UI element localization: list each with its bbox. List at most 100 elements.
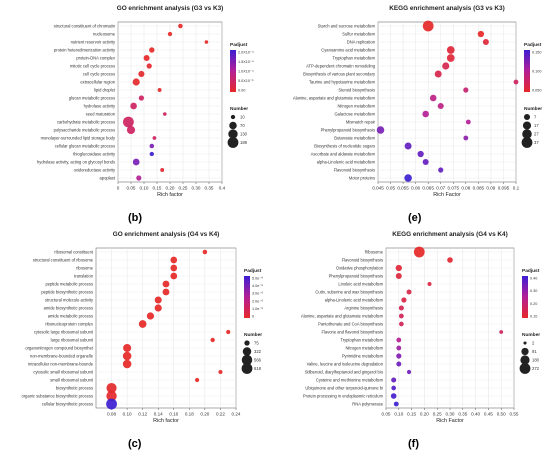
- data-point: [160, 168, 165, 172]
- data-point: [396, 345, 402, 351]
- legend-colorbar: [230, 50, 236, 92]
- category-label: Steroid biosynthesis: [338, 88, 375, 93]
- category-label: Ubiquinone and other terpenoid-quinone b…: [305, 386, 383, 391]
- category-label: nucleosome: [93, 32, 116, 37]
- x-axis-label: Rich Factor: [433, 192, 461, 198]
- category-label: Biosynthesis of various plant secondary: [303, 72, 376, 77]
- data-point: [413, 246, 425, 258]
- x-tick-label: 0.085: [473, 186, 485, 191]
- data-point: [162, 288, 170, 296]
- data-point: [434, 70, 442, 78]
- plot-frame: [95, 247, 237, 409]
- x-tick-label: 0.30: [192, 186, 201, 191]
- data-point: [406, 369, 412, 375]
- data-point: [136, 175, 142, 181]
- legend-colorbar: [522, 276, 528, 318]
- data-point: [178, 23, 183, 29]
- category-label: Valine, leucine and isoleucine degradati…: [307, 362, 384, 367]
- data-point: [152, 136, 157, 140]
- category-label: organonitrogen compound biosynthet: [25, 346, 93, 351]
- x-tick-label: 0.10: [123, 412, 132, 417]
- x-tick-label: 0.07: [436, 186, 445, 191]
- x-tick-label: 0.20: [420, 412, 429, 417]
- category-label: Mismatch repair: [346, 120, 376, 125]
- legend-size-label: 130: [240, 132, 248, 137]
- legend-size-marker: [522, 129, 532, 139]
- data-point: [465, 119, 471, 125]
- chart-title: GO enrichment analysis (G4 vs K4): [113, 231, 220, 238]
- x-tick-label: 0.20: [166, 186, 175, 191]
- category-label: nutrient reservoir activity: [71, 40, 116, 45]
- x-tick-label: 0.08: [107, 412, 116, 417]
- data-point: [154, 296, 162, 304]
- category-label: Arginine biosynthesis: [344, 306, 383, 311]
- legend-color-label: 0.150: [532, 51, 542, 55]
- x-axis-label: Rich factor: [153, 418, 179, 424]
- panel-kegg-g4-k4: KEGG enrichment analysis (G4 vs K4) 0.05 0…: [278, 226, 550, 441]
- legend-colorbar: [244, 276, 250, 318]
- x-tick-label: 0.50: [497, 412, 506, 417]
- data-point: [218, 369, 223, 375]
- category-label: cytosolic large ribosomal subunit: [34, 330, 94, 335]
- data-point: [162, 112, 167, 116]
- data-point: [398, 313, 404, 319]
- category-label: large ribosomal subunit: [51, 338, 94, 343]
- legend-size-label: 75: [254, 341, 259, 346]
- category-label: Cyanoamino acid metabolism: [321, 48, 375, 53]
- category-label: mitotic cell cycle process: [70, 64, 115, 69]
- data-point: [393, 401, 399, 407]
- category-label: oxidoreductase activity: [74, 168, 116, 173]
- data-point: [438, 167, 444, 173]
- category-label: lipid droplet: [94, 88, 116, 93]
- category-label: thioglucosidase activity: [73, 152, 116, 157]
- data-point: [463, 87, 469, 93]
- data-point: [482, 38, 489, 46]
- legend-size-marker: [523, 341, 527, 345]
- category-label: hydrolase activity: [84, 104, 116, 109]
- category-label: cytosolic small ribosomal subunit: [33, 370, 93, 375]
- legend-color-label: 1.0X10⁻⁴: [238, 70, 254, 74]
- kegg-g4-k4-chart: KEGG enrichment analysis (G4 vs K4)0.05 0…: [301, 231, 540, 424]
- x-tick-label: 0.10: [140, 186, 149, 191]
- x-axis-label: Rich Factor: [436, 418, 464, 424]
- legend-size-marker: [521, 137, 533, 148]
- legend-size-label: 618: [254, 366, 262, 371]
- data-point: [202, 249, 208, 255]
- x-tick-label: 0.18: [185, 412, 194, 417]
- category-label: Taurine and hypotaurine metabolism: [309, 80, 376, 85]
- category-label: Alanine, aspartate and glutamate metabol…: [301, 314, 384, 319]
- legend-size-marker: [242, 347, 252, 356]
- data-point: [422, 20, 434, 32]
- data-point: [406, 289, 412, 295]
- category-label: Cysteine and methionine metabolism: [316, 378, 384, 383]
- legend-color-label: 4.0e⁻⁸: [252, 284, 263, 288]
- data-point: [442, 62, 450, 70]
- chart-title: KEGG enrichment analysis (G3 vs K3): [389, 5, 504, 12]
- legend-color-label: 0.100: [532, 70, 542, 74]
- legend-size-label: 2: [532, 341, 535, 346]
- legend-size-marker: [229, 121, 237, 130]
- category-label: Ascorbate and aldarate metabolism: [311, 152, 376, 157]
- category-label: peptide metabolic process: [45, 282, 93, 287]
- x-tick-label: 0.16: [169, 412, 178, 417]
- legend-color-label: 1.0e⁻⁸: [252, 307, 263, 311]
- data-point: [106, 398, 117, 410]
- data-point: [170, 264, 178, 272]
- data-point: [126, 125, 136, 135]
- data-point: [376, 126, 385, 134]
- data-point: [427, 281, 432, 287]
- legend-size-label: 17: [534, 123, 539, 128]
- category-label: intracellular non-membrane-bounde: [28, 362, 94, 367]
- category-label: amide metabolic process: [48, 314, 93, 319]
- category-label: Alanine, aspartate and glutamate metabol…: [293, 96, 376, 101]
- legend-colorbar: [524, 50, 530, 92]
- category-label: Biosynthesis of nucleotide sugars: [314, 144, 375, 149]
- category-label: organic substance biosynthetic process: [22, 394, 93, 399]
- legend-size-label: 37: [534, 140, 539, 145]
- data-point: [154, 304, 162, 312]
- category-label: Linoleic acid metabolism: [338, 282, 383, 287]
- panel-label-f: (f): [408, 438, 419, 450]
- go-g3-k3-chart: GO enrichment analysis (G3 vs K3) 0 0.05 0.…: [37, 5, 254, 198]
- legend-size-label: 180: [532, 358, 540, 363]
- legend-color-label: 1.5X10⁻⁴: [238, 60, 254, 64]
